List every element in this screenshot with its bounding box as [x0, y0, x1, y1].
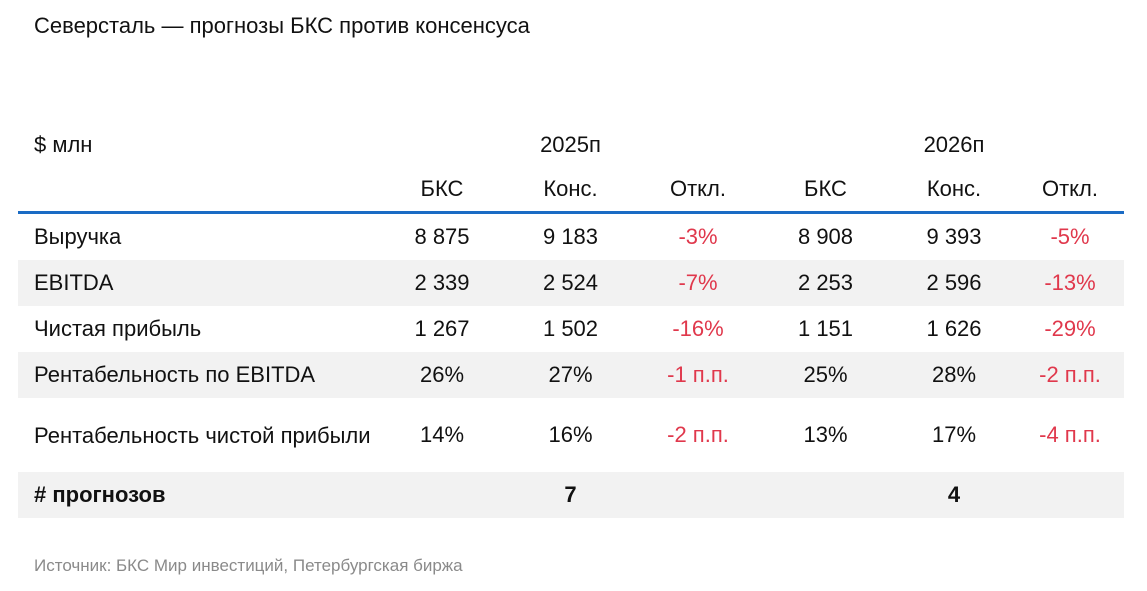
column-header: БКС: [380, 167, 504, 214]
deviation-cell: -2 п.п.: [1016, 352, 1124, 398]
row-label: EBITDA: [18, 260, 380, 306]
deviation-cell: -5%: [1050, 224, 1090, 249]
total-cell-2026: 4: [892, 472, 1016, 518]
table-cell: 26%: [380, 352, 504, 398]
deviation-cell: -13%: [1016, 260, 1124, 306]
table-cell: 1 502: [542, 316, 599, 341]
table-row: EBITDA 2 339 2 524 -7% 2 253 2 596 -13%: [18, 260, 1124, 306]
table-row: Рентабельность по EBITDA 26% 27% -1 п.п.…: [18, 352, 1124, 398]
forecast-table: $ млн 2025п 2026п БКС Конс. Откл. БКС Ко…: [18, 123, 1124, 518]
table-cell: 2 339: [380, 260, 504, 306]
column-header: БКС: [759, 167, 892, 214]
table-cell: 9 183: [542, 224, 599, 249]
row-label: Выручка: [34, 224, 122, 249]
year-header-row: $ млн 2025п 2026п: [18, 123, 1124, 167]
table-row: Рентабельность чистой прибыли 14% 16% -2…: [18, 398, 1124, 472]
column-header: Откл.: [637, 167, 759, 214]
table-cell: 2 596: [892, 260, 1016, 306]
deviation-cell: -7%: [637, 260, 759, 306]
column-header: Конс.: [504, 167, 637, 214]
row-label: Чистая прибыль: [34, 316, 202, 341]
table-cell: 1 267: [414, 316, 470, 341]
total-row: # прогнозов 7 4: [18, 472, 1124, 518]
table-cell: 28%: [892, 352, 1016, 398]
page-title: Северсталь — прогнозы БКС против консенс…: [34, 13, 530, 38]
row-label: Рентабельность по EBITDA: [18, 352, 380, 398]
deviation-cell: -16%: [672, 316, 724, 341]
table-cell: 13%: [803, 422, 848, 447]
source-note: Источник: БКС Мир инвестиций, Петербургс…: [34, 556, 463, 575]
column-header: Конс.: [892, 167, 1016, 214]
table-cell: 2 524: [504, 260, 637, 306]
column-header-row: БКС Конс. Откл. БКС Конс. Откл.: [18, 167, 1124, 214]
table-row: Чистая прибыль 1 267 1 502 -16% 1 151 1 …: [18, 306, 1124, 352]
total-cell-2025: 7: [504, 472, 637, 518]
total-label: # прогнозов: [18, 472, 380, 518]
table-cell: 25%: [759, 352, 892, 398]
table-cell: 8 908: [797, 224, 854, 249]
table-cell: 17%: [931, 422, 977, 447]
table-cell: 1 151: [797, 316, 854, 341]
table-cell: 27%: [504, 352, 637, 398]
year-header-2025: 2025п: [540, 132, 601, 157]
deviation-cell: -1 п.п.: [637, 352, 759, 398]
table-cell: 16%: [548, 422, 593, 447]
deviation-cell: -2 п.п.: [667, 422, 729, 447]
column-header: Откл.: [1016, 167, 1124, 214]
table-cell: 9 393: [926, 224, 982, 249]
deviation-cell: -3%: [678, 224, 718, 249]
unit-label: $ млн: [34, 132, 93, 157]
table-row: Выручка 8 875 9 183 -3% 8 908 9 393 -5%: [18, 213, 1124, 261]
deviation-cell: -4 п.п.: [1039, 422, 1101, 447]
row-label: Рентабельность чистой прибыли: [34, 422, 371, 448]
year-header-2026: 2026п: [923, 132, 985, 157]
table-cell: 14%: [419, 422, 465, 447]
table-cell: 2 253: [759, 260, 892, 306]
table-cell: 1 626: [926, 316, 982, 341]
deviation-cell: -29%: [1044, 316, 1096, 341]
table-cell: 8 875: [414, 224, 470, 249]
